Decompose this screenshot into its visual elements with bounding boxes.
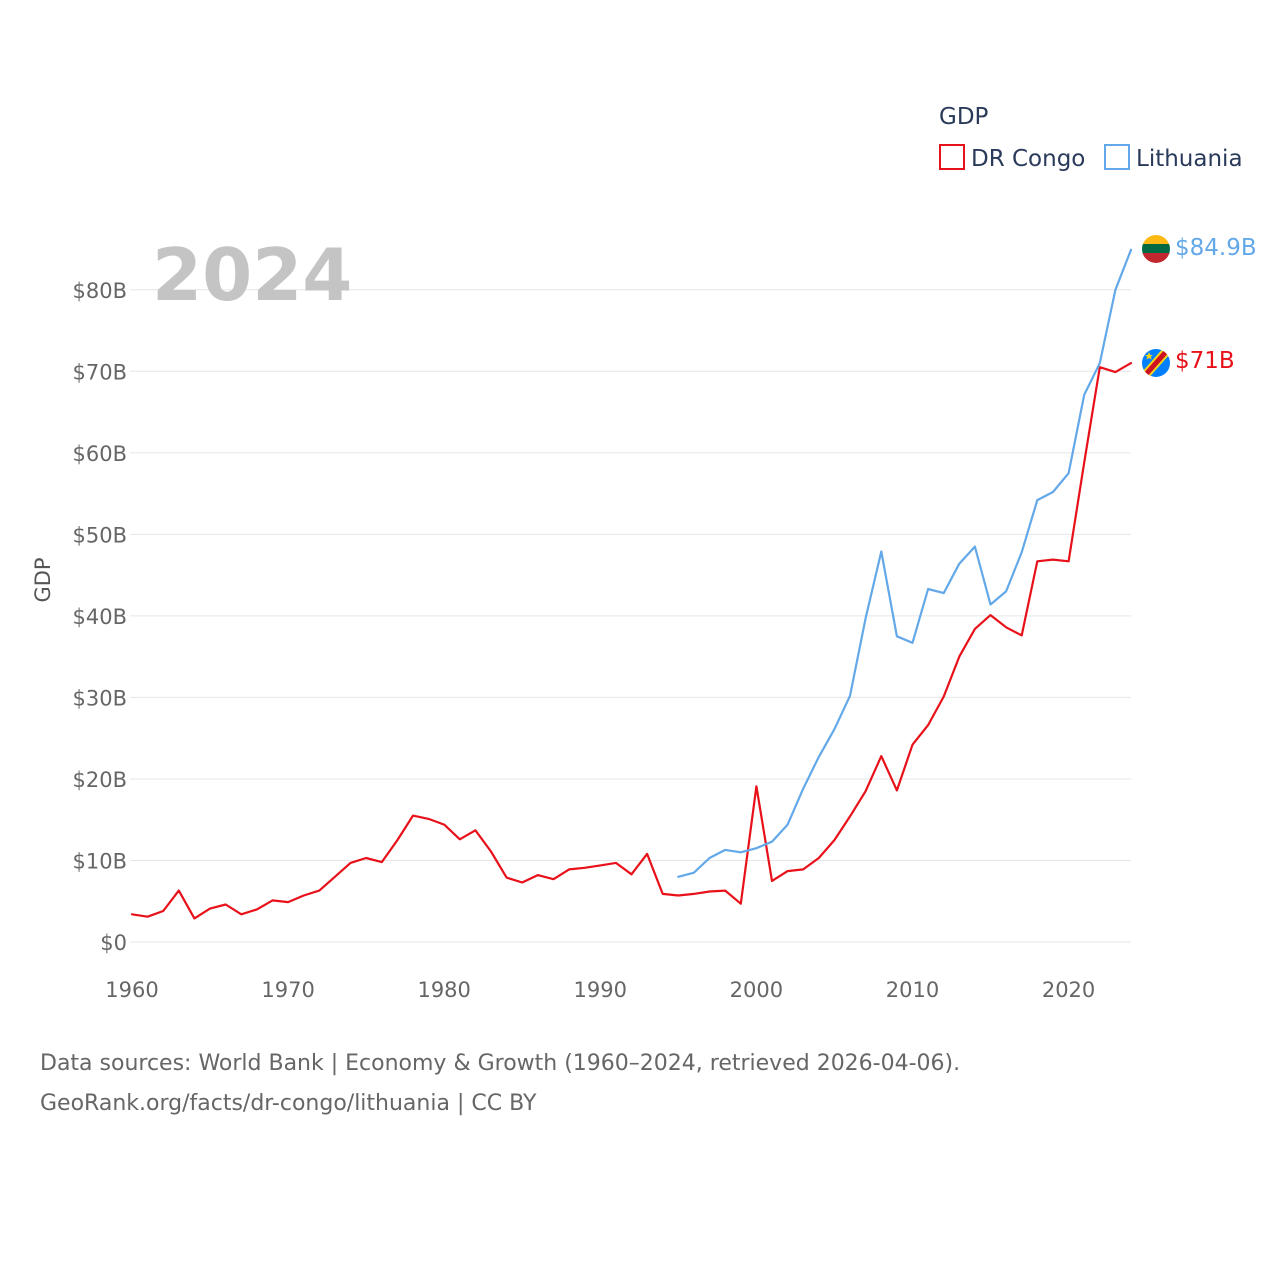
end-label-lithuania: $84.9B	[1175, 235, 1257, 261]
source-line-link[interactable]: GeoRank.org/facts/dr-congo/lithuania | C…	[40, 1091, 537, 1116]
x-tick-label: 2010	[886, 978, 939, 1002]
legend-label-dr-congo: DR Congo	[971, 146, 1085, 172]
series-lines	[130, 248, 1133, 920]
y-tick-label: $0	[100, 931, 127, 955]
legend: GDP DR Congo Lithuania	[939, 104, 1243, 172]
x-tick-label: 1970	[261, 978, 314, 1002]
source-note: Data sources: World Bank | Economy & Gro…	[40, 1044, 960, 1124]
series-line-dr-congo[interactable]	[130, 362, 1133, 920]
y-tick-label: $30B	[73, 686, 128, 710]
y-tick-label: $50B	[73, 523, 128, 547]
legend-swatch-dr-congo	[939, 144, 965, 170]
legend-item-lithuania[interactable]: Lithuania	[1104, 144, 1243, 172]
legend-label-lithuania: Lithuania	[1136, 146, 1243, 172]
legend-item-dr-congo[interactable]: DR Congo	[939, 144, 1085, 172]
legend-swatch-lithuania	[1104, 144, 1130, 170]
x-tick-label: 1980	[417, 978, 470, 1002]
y-tick-label: $70B	[73, 360, 128, 384]
x-axis-ticks: 1960 1970 1980 1990 2000 2010 2020	[105, 978, 1095, 1002]
lithuania-flag-icon	[1142, 235, 1170, 263]
x-tick-label: 2000	[730, 978, 783, 1002]
y-tick-label: $20B	[73, 768, 128, 792]
series-line-lithuania[interactable]	[677, 248, 1133, 878]
y-axis-ticks: $0 $10B $20B $30B $40B $50B $60B $70B $80B	[73, 279, 128, 955]
y-axis-title: GDP	[31, 557, 55, 602]
y-tick-label: $40B	[73, 605, 128, 629]
year-label: 2024	[152, 233, 352, 317]
source-line-data: Data sources: World Bank | Economy & Gro…	[40, 1051, 961, 1076]
x-tick-label: 1960	[105, 978, 158, 1002]
x-tick-label: 1990	[574, 978, 627, 1002]
dr-congo-flag-icon	[1142, 349, 1170, 377]
legend-title: GDP	[939, 104, 989, 130]
y-tick-label: $60B	[73, 442, 128, 466]
grid-lines	[130, 289, 1131, 943]
end-label-dr-congo: $71B	[1175, 348, 1235, 374]
y-tick-label: $10B	[73, 849, 128, 873]
y-tick-label: $80B	[73, 279, 128, 303]
x-tick-label: 2020	[1042, 978, 1095, 1002]
